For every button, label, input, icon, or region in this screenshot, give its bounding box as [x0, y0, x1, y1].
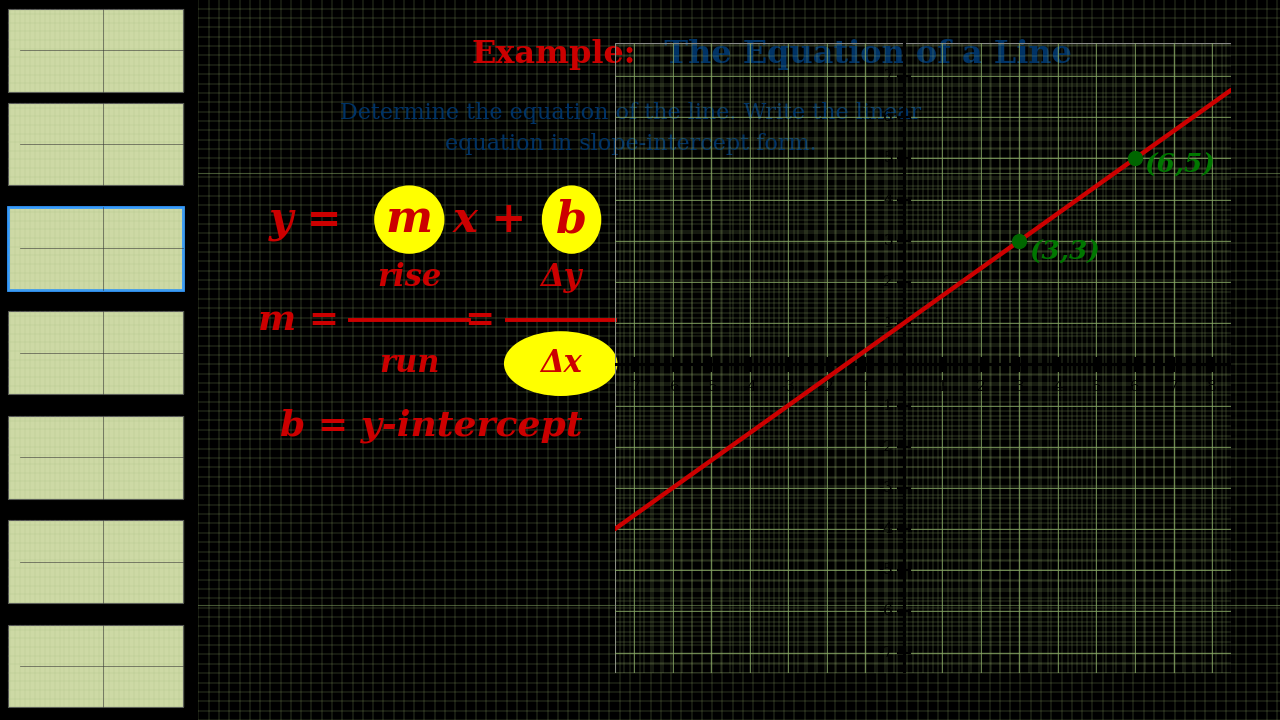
Text: equation in slope-intercept form.: equation in slope-intercept form. — [445, 133, 817, 155]
Text: -3: -3 — [781, 380, 796, 394]
Text: b: b — [556, 198, 588, 241]
Text: Example:: Example: — [472, 39, 636, 71]
Text: -2: -2 — [819, 380, 835, 394]
Bar — [8, 311, 183, 395]
Text: -2: -2 — [878, 440, 893, 454]
Text: 5: 5 — [883, 151, 893, 166]
Text: -4: -4 — [878, 522, 893, 536]
Text: -1: -1 — [858, 380, 873, 394]
Text: Δy: Δy — [540, 261, 581, 293]
Text: 7: 7 — [1169, 380, 1179, 394]
Text: -3: -3 — [878, 481, 893, 495]
Text: 6: 6 — [883, 110, 893, 125]
Bar — [8, 520, 183, 603]
Bar — [8, 9, 183, 91]
Text: 7: 7 — [883, 69, 893, 83]
Text: 1: 1 — [883, 316, 893, 330]
Text: (6,5): (6,5) — [1144, 153, 1216, 178]
Text: 6: 6 — [1130, 380, 1140, 394]
Text: -6: -6 — [878, 604, 893, 618]
Text: 5: 5 — [1092, 380, 1101, 394]
Text: The Equation of a Line: The Equation of a Line — [641, 39, 1071, 71]
Text: 8: 8 — [1207, 380, 1217, 394]
Text: 2: 2 — [883, 275, 893, 289]
Text: x +: x + — [453, 199, 541, 240]
Text: 3: 3 — [883, 234, 893, 248]
Text: -1: -1 — [878, 399, 893, 413]
Text: 2: 2 — [975, 380, 986, 394]
Ellipse shape — [374, 185, 444, 254]
Text: Determine the equation of the line. Write the linear: Determine the equation of the line. Writ… — [340, 102, 922, 124]
Ellipse shape — [504, 331, 617, 396]
Bar — [8, 624, 183, 707]
Text: y =: y = — [269, 199, 357, 240]
Bar — [8, 207, 183, 289]
Text: b = y-intercept: b = y-intercept — [279, 409, 582, 444]
Text: 4: 4 — [1053, 380, 1062, 394]
Text: rise: rise — [378, 261, 442, 293]
Text: -7: -7 — [627, 380, 641, 394]
Text: run: run — [379, 348, 439, 379]
Text: -6: -6 — [666, 380, 680, 394]
Text: 3: 3 — [1015, 380, 1024, 394]
Ellipse shape — [541, 185, 602, 254]
Text: -5: -5 — [704, 380, 718, 394]
Text: m =: m = — [257, 303, 352, 338]
Text: (3,3): (3,3) — [1029, 239, 1100, 264]
Text: -7: -7 — [878, 646, 893, 660]
Text: -4: -4 — [742, 380, 756, 394]
Bar — [8, 416, 183, 498]
Bar — [8, 102, 183, 185]
Text: -5: -5 — [878, 563, 893, 577]
Text: m: m — [385, 198, 433, 241]
Text: 4: 4 — [883, 193, 893, 207]
Text: =: = — [465, 303, 495, 338]
Text: Δx: Δx — [540, 348, 581, 379]
Text: 1: 1 — [937, 380, 947, 394]
